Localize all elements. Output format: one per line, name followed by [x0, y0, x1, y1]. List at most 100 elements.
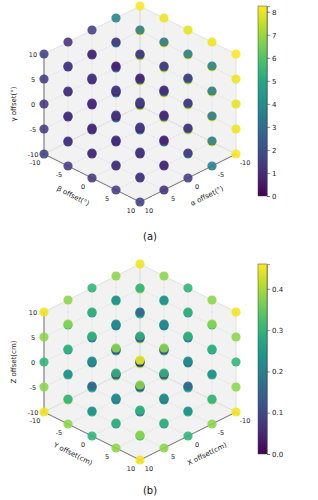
point [159, 37, 168, 46]
axis-line [44, 154, 140, 202]
point [159, 185, 168, 194]
tick-label: 10 [29, 309, 37, 317]
tick-mark [267, 413, 270, 414]
point [111, 419, 120, 428]
point [87, 431, 96, 440]
grid-line [140, 412, 236, 460]
point [183, 356, 192, 365]
tick-mark [267, 371, 270, 372]
tick-mark [267, 104, 270, 105]
point [231, 49, 240, 58]
tick-mark [267, 173, 270, 174]
tick: 0.3 [267, 327, 283, 335]
tick-label: -10 [28, 409, 39, 417]
point [39, 307, 48, 316]
point [87, 407, 96, 416]
point [135, 430, 144, 439]
tick: 3 [267, 124, 276, 132]
point [159, 271, 168, 280]
tick-mark [267, 454, 270, 455]
point [231, 307, 240, 316]
point [135, 25, 144, 34]
tick-label: 4 [272, 101, 277, 109]
point [63, 345, 72, 354]
point [135, 284, 144, 293]
point [183, 73, 192, 82]
tick-label: -10 [30, 417, 41, 425]
pane [44, 264, 140, 412]
point [87, 332, 96, 341]
point [207, 37, 216, 46]
point [111, 62, 120, 71]
point [39, 74, 48, 83]
point [159, 86, 168, 95]
tick-label: 7 [272, 32, 276, 40]
point [87, 50, 96, 59]
point [87, 149, 96, 158]
point [87, 173, 96, 182]
point [87, 406, 96, 415]
axis-line [140, 412, 236, 460]
grid-line [140, 314, 236, 362]
point [63, 137, 72, 146]
axis-title: γ offset(°) [10, 86, 18, 121]
grid-line [140, 364, 236, 412]
axis-title: α offset(°) [189, 185, 225, 208]
point [183, 332, 192, 341]
point [39, 332, 48, 341]
tick-mark [267, 150, 270, 151]
tick: 4 [267, 101, 277, 109]
axes: -10-50510X offset(cm)-10-50510Y offset(c… [10, 309, 250, 474]
point [111, 136, 120, 145]
point [135, 98, 144, 107]
grid-line [68, 118, 164, 166]
colorbar-axis: 0.00.10.20.30.4 [267, 265, 284, 459]
point [159, 419, 168, 428]
point [207, 87, 216, 96]
point [159, 110, 168, 119]
point [87, 99, 96, 108]
grid-line [140, 264, 236, 312]
point [135, 74, 144, 83]
grid-line [92, 388, 188, 436]
grid-line [140, 56, 236, 104]
point [207, 111, 216, 120]
tick: 0 [267, 193, 276, 201]
grid-line [44, 339, 140, 387]
point [111, 111, 120, 120]
point [111, 369, 120, 378]
grid-line [44, 106, 140, 154]
tick: 0.2 [267, 368, 283, 376]
point [87, 307, 96, 316]
tick-mark [267, 35, 270, 36]
grid-line [92, 130, 188, 178]
tick: 7 [267, 32, 276, 40]
axis-line [268, 265, 271, 455]
point [183, 173, 192, 182]
point [111, 295, 120, 304]
point [231, 407, 240, 416]
colorbar-scale [258, 6, 267, 196]
tick-label: 10 [127, 465, 135, 473]
tick-mark [267, 81, 270, 82]
tick-label: 0.3 [272, 327, 283, 335]
grid-line [44, 81, 140, 129]
point [135, 97, 144, 106]
point [135, 455, 144, 464]
point [111, 418, 120, 427]
panes [44, 264, 236, 460]
caption: (a) [143, 231, 157, 242]
point [183, 381, 192, 390]
tick-label: -10 [28, 151, 39, 159]
point [207, 319, 216, 328]
point [63, 161, 72, 170]
tick: 0.1 [267, 409, 283, 417]
axis-line [140, 154, 236, 202]
point [87, 381, 96, 390]
point [159, 13, 168, 22]
point [183, 124, 192, 133]
point [183, 331, 192, 340]
tick-label: 10 [145, 207, 153, 215]
tick-label: -10 [240, 159, 251, 167]
point [183, 74, 192, 83]
